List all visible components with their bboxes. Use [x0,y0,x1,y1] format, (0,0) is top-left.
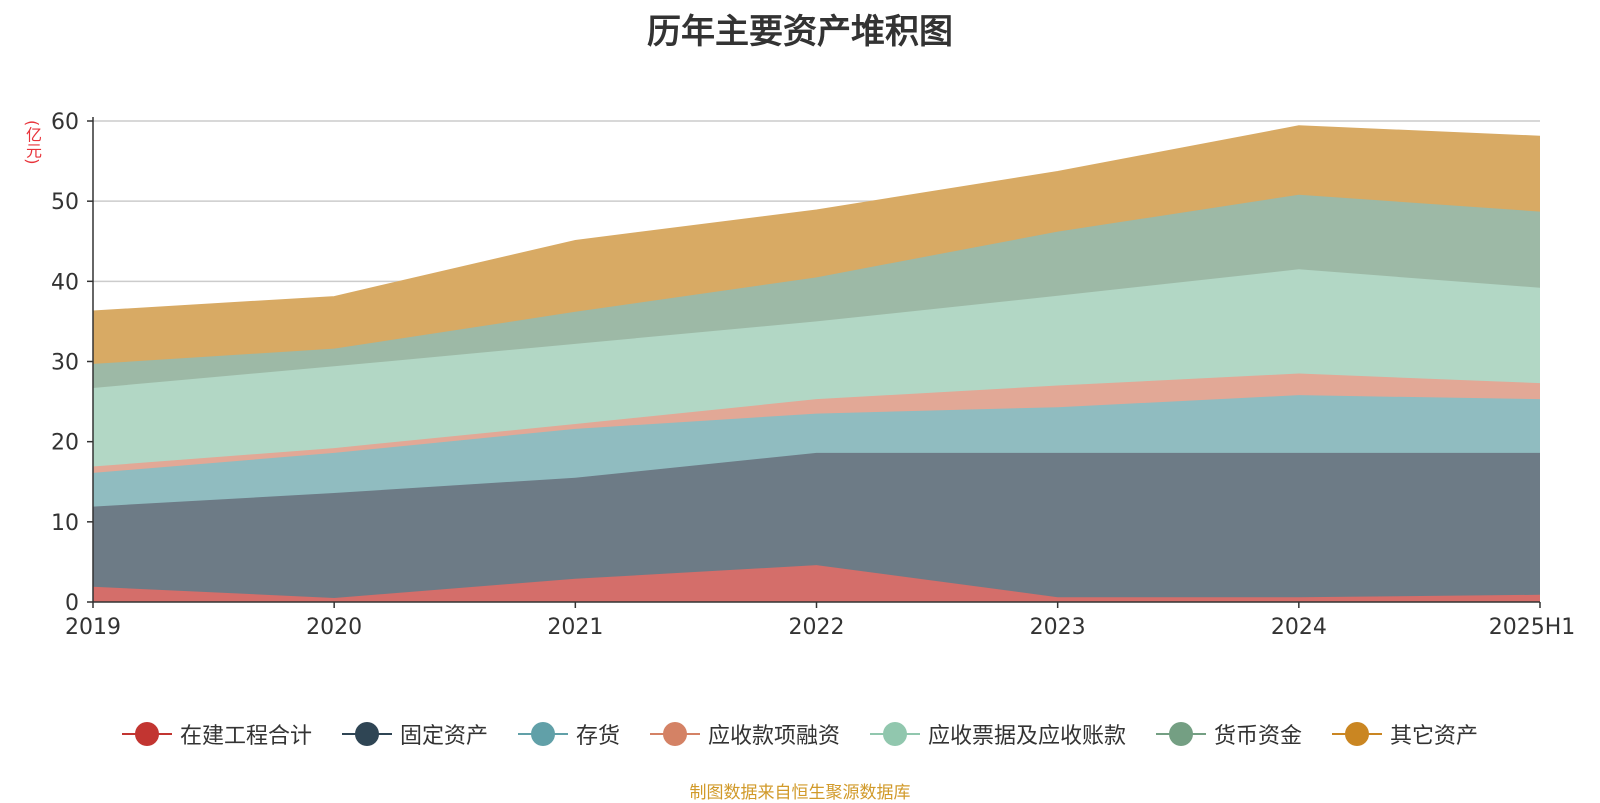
area-series-0 [93,565,1540,602]
legend-label: 货币资金 [1214,724,1303,749]
data-source-note: 制图数据来自恒生聚源数据库 [689,783,911,803]
legend-item[interactable]: 货币资金 [1156,718,1302,750]
x-tick-label: 2024 [1271,615,1327,640]
y-tick-label: 10 [51,511,79,536]
y-tick-label: 60 [51,110,79,135]
y-axis-unit-label: (亿元) [23,120,42,165]
legend-label: 在建工程合计 [179,724,312,749]
area-series [92,125,1541,602]
legend-label: 固定资产 [399,724,488,749]
x-tick-label: 2022 [789,615,845,640]
y-tick-label: 20 [51,431,79,456]
legend-label: 存货 [575,724,620,749]
x-tick-label: 2021 [547,615,603,640]
chart-legend: 在建工程合计 固定资产 存货 应收款项融资 应收票据及应收账款 货币资金 其它资产 [0,718,1600,750]
legend-marker-icon [649,722,700,746]
area-series-6 [93,125,1540,364]
legend-marker-icon [341,722,392,746]
legend-label: 应收款项融资 [707,724,840,749]
area-series-2 [93,395,1540,507]
legend-item[interactable]: 其它资产 [1332,718,1478,750]
legend-marker-icon [121,722,172,746]
area-series-3 [93,373,1540,473]
legend-marker-icon [1332,722,1383,746]
legend-item[interactable]: 在建工程合计 [121,718,312,750]
x-tick-label: 2019 [65,615,121,640]
axes: 0 10 20 30 40 50 60 2019 2020 2021 2022 2023 2024 202… [51,110,1575,640]
legend-label: 其它资产 [1390,724,1479,749]
series-line-6 [92,125,1541,312]
y-tick-label: 30 [51,351,79,376]
legend-marker-icon [870,722,920,746]
legend-item[interactable]: 应收票据及应收账款 [870,718,1126,750]
legend-item[interactable]: 存货 [517,718,620,750]
y-tick-label: 50 [51,190,79,215]
x-tick-label: 2023 [1030,615,1086,640]
y-tick-label: 0 [65,591,79,616]
x-tick-label: 2025H1 [1489,615,1576,640]
legend-marker-icon [517,722,568,746]
legend-item[interactable]: 固定资产 [341,718,488,750]
y-tick-label: 40 [51,270,79,295]
chart-title: 历年主要资产堆积图 [647,12,953,52]
stacked-area-chart: 0 10 20 30 40 50 60 2019 2020 2021 2022 2023 2024 202… [51,110,1575,640]
area-series-1 [93,452,1540,598]
legend-marker-icon [1156,722,1207,746]
legend-label: 应收票据及应收账款 [928,724,1127,749]
area-series-4 [93,269,1540,467]
area-series-5 [93,194,1540,388]
legend-item[interactable]: 应收款项融资 [649,718,840,750]
x-tick-label: 2020 [306,615,362,640]
